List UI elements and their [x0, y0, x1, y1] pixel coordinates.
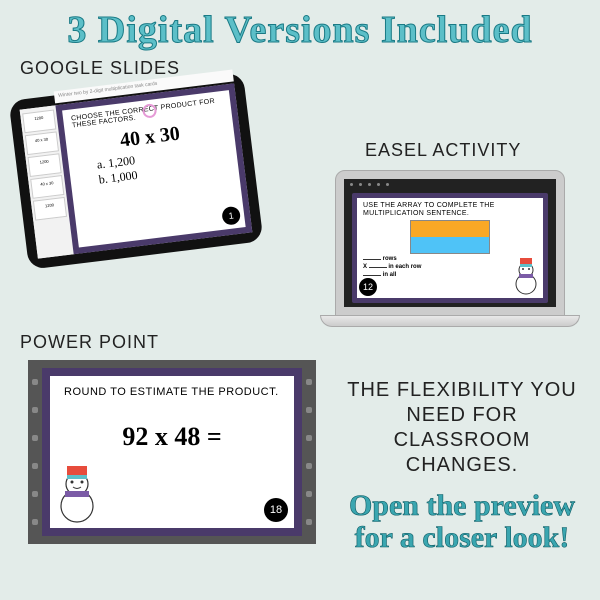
card-problem: 92 x 48 =	[64, 422, 280, 452]
cta-line-1: Open the preview	[338, 490, 586, 522]
snowman-icon	[511, 256, 541, 296]
task-card: CHOOSE THE CORRECT PRODUCT FOR THESE FAC…	[62, 90, 246, 247]
thumbnail: 1200	[27, 153, 61, 177]
toolbar-icon	[359, 183, 362, 186]
laptop-screen: USE THE ARRAY TO COMPLETE THE MULTIPLICA…	[335, 170, 565, 316]
label-powerpoint: POWER POINT	[20, 332, 159, 353]
laptop-base	[320, 315, 580, 327]
tablet-device: 1200 40 x 30 1200 40 x 30 1200 Winter tw…	[9, 72, 264, 269]
cta-text: Open the preview for a closer look!	[338, 490, 586, 553]
card-number-badge: 1	[221, 206, 241, 226]
snowman-icon	[54, 464, 100, 524]
flexibility-text: THE FLEXIBILITY YOU NEED FOR CLASSROOM C…	[338, 378, 586, 478]
toolbar-icon	[350, 183, 353, 186]
task-card-inner: USE THE ARRAY TO COMPLETE THE MULTIPLICA…	[357, 198, 543, 298]
laptop-device: USE THE ARRAY TO COMPLETE THE MULTIPLICA…	[320, 170, 580, 327]
page-title: 3 Digital Versions Included	[0, 0, 600, 52]
thumbnail: 40 x 30	[30, 175, 64, 199]
thumbnail: 1200	[33, 197, 67, 221]
tablet-screen: 1200 40 x 30 1200 40 x 30 1200 Winter tw…	[20, 83, 253, 258]
thumbnail: 40 x 30	[25, 131, 59, 155]
card-prompt: USE THE ARRAY TO COMPLETE THE MULTIPLICA…	[363, 202, 537, 217]
task-card: ROUND TO ESTIMATE THE PRODUCT. 92 x 48 =…	[42, 368, 302, 536]
card-number-badge: 12	[359, 278, 377, 296]
label-google-slides: GOOGLE SLIDES	[20, 58, 180, 79]
smartboard-rail	[29, 368, 41, 536]
toolbar-icon	[368, 183, 371, 186]
card-number-badge: 18	[264, 498, 288, 522]
easel-app: USE THE ARRAY TO COMPLETE THE MULTIPLICA…	[344, 179, 556, 307]
smartboard-rail	[303, 368, 315, 536]
toolbar-icon	[377, 183, 380, 186]
smartboard-device: ROUND TO ESTIMATE THE PRODUCT. 92 x 48 =…	[28, 360, 316, 544]
task-card-inner: ROUND TO ESTIMATE THE PRODUCT. 92 x 48 =…	[50, 376, 294, 528]
easel-toolbar	[344, 179, 556, 191]
card-prompt: ROUND TO ESTIMATE THE PRODUCT.	[64, 386, 280, 398]
toolbar-icon	[386, 183, 389, 186]
label-easel: EASEL ACTIVITY	[365, 140, 521, 161]
slide-canvas: Winter two by 2-digit multiplication tas…	[55, 83, 252, 254]
task-card: USE THE ARRAY TO COMPLETE THE MULTIPLICA…	[352, 193, 548, 303]
thumbnail: 1200	[22, 110, 56, 134]
array-model-icon	[410, 220, 490, 254]
cta-line-2: for a closer look!	[338, 522, 586, 554]
